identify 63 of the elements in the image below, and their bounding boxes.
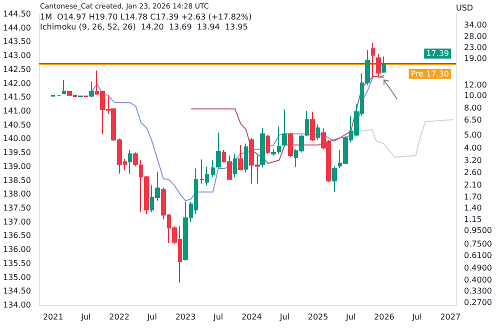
y-tick-label: 140.50 xyxy=(2,120,31,130)
x-tick-label: 2027 xyxy=(440,312,461,322)
y2-tick-label: 6.50 xyxy=(464,116,482,125)
y-tick-label: 142.50 xyxy=(2,64,31,74)
y-tick-label: 143.50 xyxy=(2,37,31,46)
ref-line-label: Pre 17.30 xyxy=(410,69,449,78)
ref-line-label: 17.39 xyxy=(426,49,449,58)
y-tick-label: 139.00 xyxy=(2,162,31,171)
x-tick-label: 2024 xyxy=(241,312,262,322)
y-tick-label: 134.50 xyxy=(2,286,31,296)
y2-tick-label: 5.00 xyxy=(464,130,482,140)
y-tick-label: 135.00 xyxy=(2,272,31,282)
y2-tick-label: 23.00 xyxy=(464,43,487,52)
x-tick-label: Jul xyxy=(80,312,91,322)
y2-tick-label: 0.4900 xyxy=(464,264,492,273)
x-tick-label: Jul xyxy=(146,312,157,322)
x-tick-label: 2026 xyxy=(374,312,394,322)
y-tick-label: 140.00 xyxy=(2,134,31,144)
y-tick-label: 137.00 xyxy=(2,217,31,226)
y-tick-label: 136.00 xyxy=(2,245,31,254)
annotation: 1M O14.97 H19.70 L14.78 C17.39 +2.63 (+17.82%) xyxy=(40,12,252,22)
y2-tick-label: 2.10 xyxy=(464,180,482,190)
y-tick-label: 144.00 xyxy=(2,23,31,32)
y-tick-label: 141.00 xyxy=(2,106,31,116)
y2-axis-title: USD xyxy=(456,4,474,12)
annotation: Ichimoku (9, 26, 52, 26) 14.20 13.69 13.94 13.95 xyxy=(40,22,248,32)
y2-tick-label: 8.00 xyxy=(464,104,482,113)
y-tick-label: 143.00 xyxy=(2,51,31,60)
y2-tick-label: 0.9500 xyxy=(464,226,492,235)
y2-tick-label: 0.3300 xyxy=(464,286,492,296)
x-tick-label: 2022 xyxy=(109,312,130,322)
x-tick-label: 2025 xyxy=(308,312,328,322)
y-tick-label: 135.50 xyxy=(2,258,31,268)
x-tick-label: Jul xyxy=(345,312,356,322)
y2-tick-label: 3.20 xyxy=(464,156,482,166)
x-tick-label: Jul xyxy=(411,312,422,322)
y2-tick-label: 34.00 xyxy=(464,20,487,30)
x-tick-label: Jul xyxy=(212,312,224,322)
y2-tick-label: 0.7500 xyxy=(464,239,492,248)
y-tick-label: 136.50 xyxy=(2,231,31,240)
y2-tick-label: 0.6100 xyxy=(464,251,492,260)
y-tick-label: 137.50 xyxy=(2,204,31,212)
y-tick-label: 139.50 xyxy=(2,148,31,158)
x-tick-label: 2021 xyxy=(42,312,64,322)
y-tick-label: 138.00 xyxy=(2,190,31,199)
y2-tick-label: 28.00 xyxy=(464,32,487,41)
y2-tick-label: 0.4000 xyxy=(464,275,492,284)
y-tick-label: 141.50 xyxy=(2,92,31,102)
y-tick-label: 144.50 xyxy=(2,10,31,18)
y2-tick-label: 1.70 xyxy=(464,192,482,202)
y-tick-label: 138.50 xyxy=(2,176,31,185)
y2-tick-label: 0.2700 xyxy=(464,298,492,307)
y2-tick-label: 12.00 xyxy=(464,80,487,90)
y2-tick-label: 10.00 xyxy=(464,90,487,100)
y-tick-label: 142.00 xyxy=(2,78,31,88)
x-tick-label: Jul xyxy=(278,312,290,322)
y-tick-label: 134.00 xyxy=(2,300,31,310)
y2-tick-label: 1.15 xyxy=(464,214,482,224)
y2-tick-label: 2.60 xyxy=(464,168,482,178)
y2-tick-label: 19.00 xyxy=(464,54,487,64)
y2-tick-label: 4.00 xyxy=(464,143,482,152)
x-tick-label: 2023 xyxy=(175,312,196,322)
y2-tick-label: 1.40 xyxy=(464,204,482,213)
